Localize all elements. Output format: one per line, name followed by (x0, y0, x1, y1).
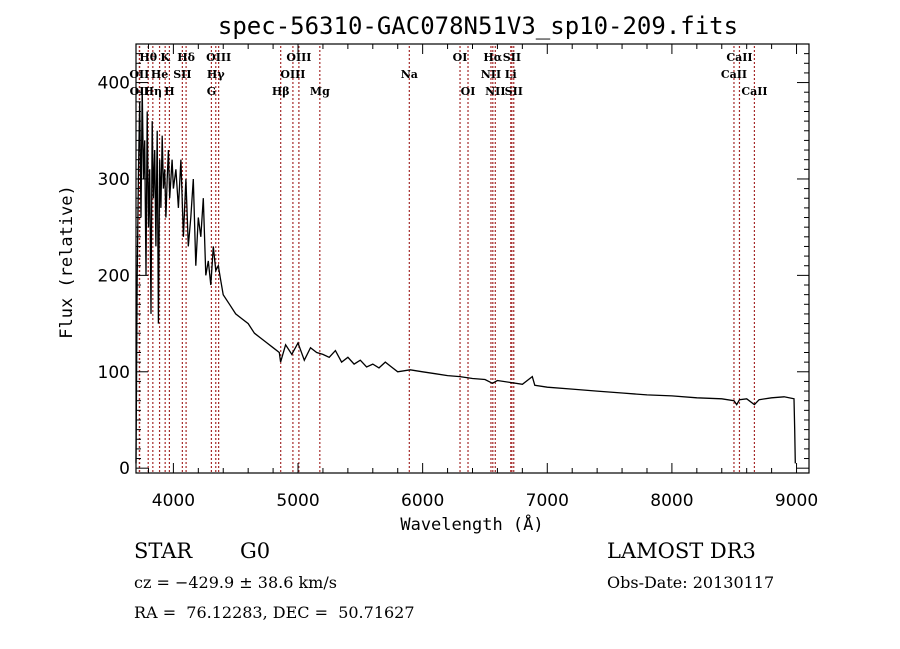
spectral-line-label: Hδ (177, 51, 195, 64)
spectral-line-label: SII (173, 68, 191, 81)
spectral-line-label: Hα (483, 51, 502, 64)
spectral-line-label: SII (503, 51, 521, 64)
spectral-line-label: Li (505, 68, 517, 81)
spectral-line-markers (138, 46, 756, 473)
spectral-line-label: OII (130, 85, 150, 98)
spectral-line-label: Na (401, 68, 418, 81)
spectral-line-label: OI (461, 85, 476, 98)
survey-name: LAMOST DR3 (607, 539, 756, 563)
y-tick-label: 100 (98, 363, 130, 383)
x-tick-label: 8000 (650, 491, 693, 511)
x-tick-label: 4000 (152, 491, 195, 511)
spectral-line-label: CaII (726, 51, 752, 64)
redshift-text: cz = −429.9 ± 38.6 km/s (134, 573, 337, 592)
y-tick-label: 0 (119, 459, 130, 479)
x-tick-label: 5000 (276, 491, 319, 511)
spectral-line-label: SII (505, 85, 523, 98)
spectral-line-label: OIII (280, 68, 305, 81)
x-tick-label: 9000 (775, 491, 818, 511)
spectral-line-label: OIII (206, 51, 231, 64)
axes: 4000 5000 6000 7000 8000 9000 0 100 200 300 400 (98, 43, 818, 511)
spectral-line-label: He (151, 68, 168, 81)
spectral-line-label: CaII (721, 68, 747, 81)
spectral-line-label: OIII (286, 51, 311, 64)
object-subclass: G0 (240, 539, 271, 563)
x-tick-label: 6000 (401, 491, 444, 511)
y-tick-label: 200 (98, 266, 130, 286)
spectral-line-label: Mg (310, 85, 330, 98)
spectral-line-label: CaII (741, 85, 767, 98)
chart-title: spec-56310-GAC078N51V3_sp10-209.fits (218, 12, 738, 40)
spectral-line-label: NII (485, 85, 505, 98)
spectrum-series (135, 87, 796, 464)
spectral-line-label: OII (129, 68, 149, 81)
obs-date: Obs-Date: 20130117 (607, 573, 775, 592)
spectral-line-label: K (160, 51, 170, 64)
spectral-line-label: H (164, 85, 174, 98)
spectral-line-label: G (207, 85, 216, 98)
spectral-line-label: Hθ (139, 51, 157, 64)
x-tick-label: 7000 (526, 491, 569, 511)
spectrum-line (135, 87, 796, 464)
spectral-line-label: Hγ (207, 68, 225, 81)
plot-frame (135, 43, 810, 474)
spectral-line-label: Hβ (272, 85, 290, 98)
spectral-line-label: Hη (144, 85, 162, 98)
spectral-line-label: OI (453, 51, 468, 64)
coordinates: RA = 76.12283, DEC = 50.71627 (134, 603, 415, 622)
y-tick-label: 300 (98, 170, 130, 190)
object-class: STAR (134, 539, 193, 563)
y-axis-label: Flux (relative) (57, 185, 77, 339)
spectral-line-label: NII (481, 68, 501, 81)
y-tick-label: 400 (98, 74, 130, 94)
x-axis-label: Wavelength (Å) (400, 513, 543, 535)
